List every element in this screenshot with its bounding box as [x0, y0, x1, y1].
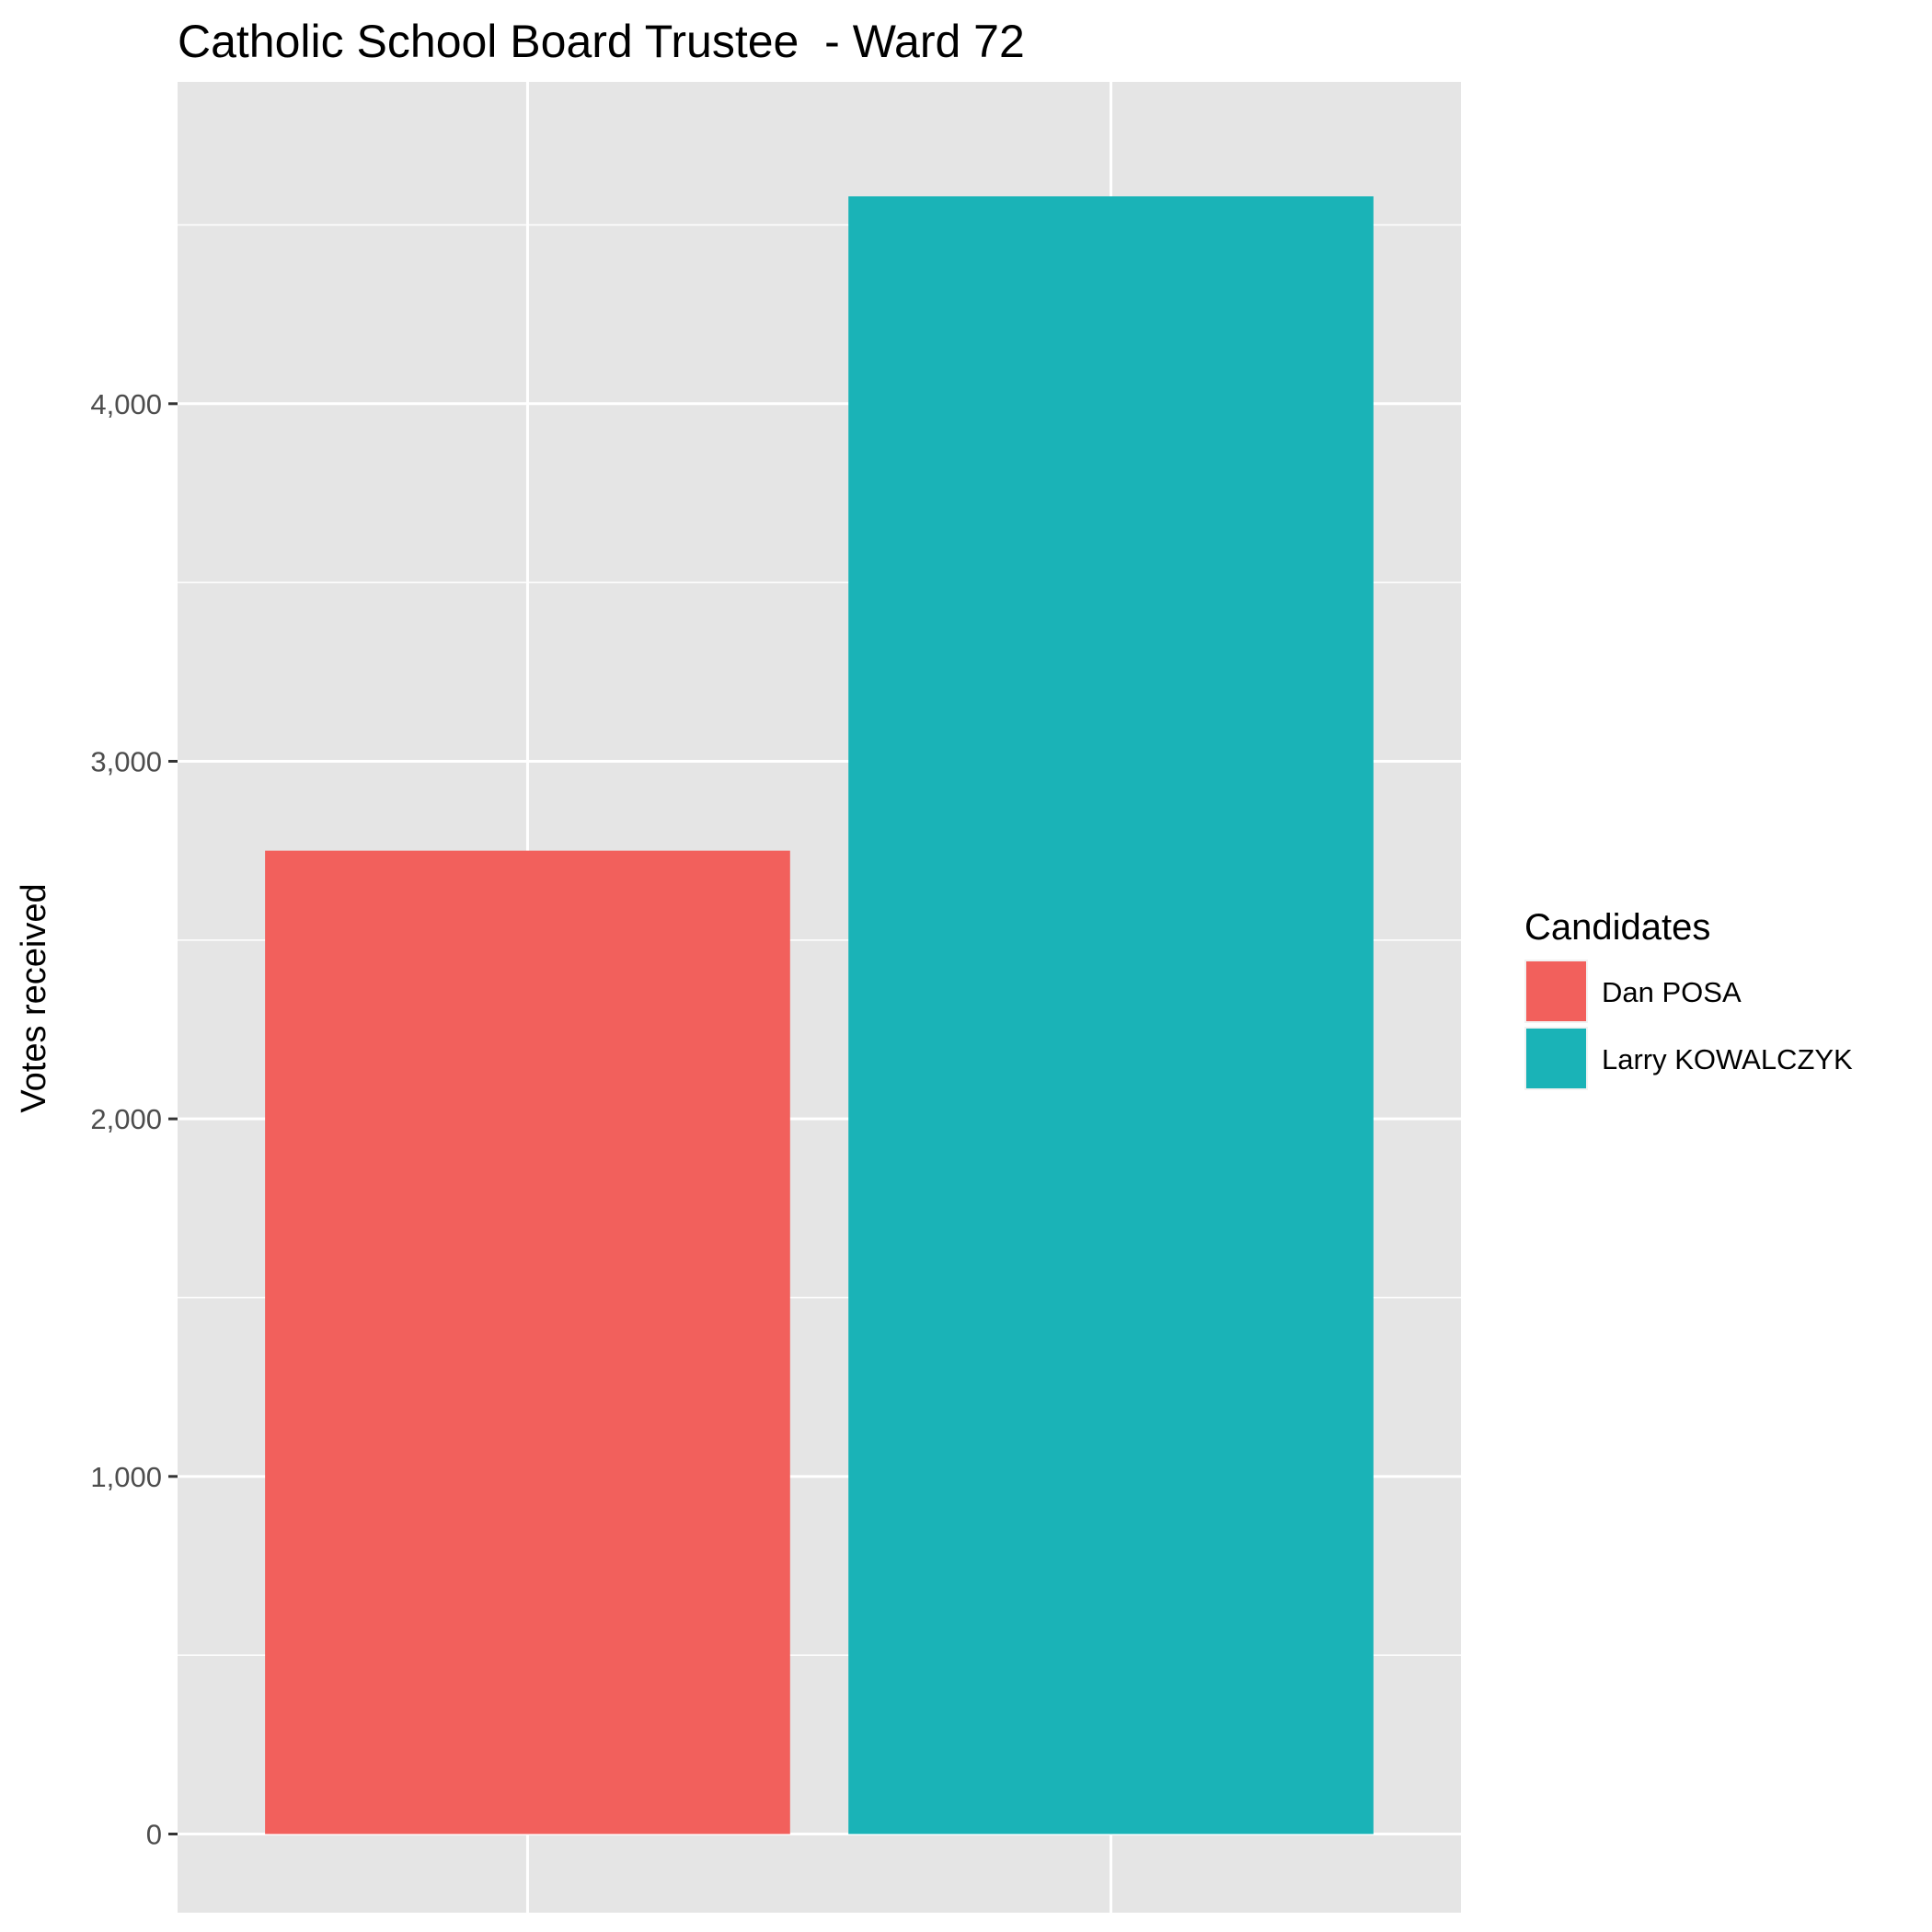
y-tick-label: 4,000: [90, 388, 162, 420]
y-tick-label: 3,000: [90, 745, 162, 777]
y-tick-label: 2,000: [90, 1103, 162, 1135]
legend-label: Larry KOWALCZYK: [1602, 1043, 1853, 1075]
legend-title: Candidates: [1524, 907, 1710, 948]
y-axis: 0 1,000 2,000 3,000 4,000: [90, 388, 178, 1850]
y-tick-label: 0: [146, 1818, 162, 1850]
y-tick-label: 1,000: [90, 1461, 162, 1493]
legend: Candidates Dan POSA Larry KOWALCZYK: [1524, 907, 1853, 1090]
legend-label: Dan POSA: [1602, 976, 1742, 1008]
bar-2: [848, 196, 1374, 1834]
chart-title: Catholic School Board Trustee - Ward 72: [178, 16, 1025, 67]
legend-swatch: [1526, 1029, 1586, 1088]
legend-swatch: [1526, 961, 1586, 1021]
bars: [265, 196, 1374, 1834]
y-axis-title: Votes received: [15, 883, 53, 1112]
bar-1: [265, 850, 790, 1834]
